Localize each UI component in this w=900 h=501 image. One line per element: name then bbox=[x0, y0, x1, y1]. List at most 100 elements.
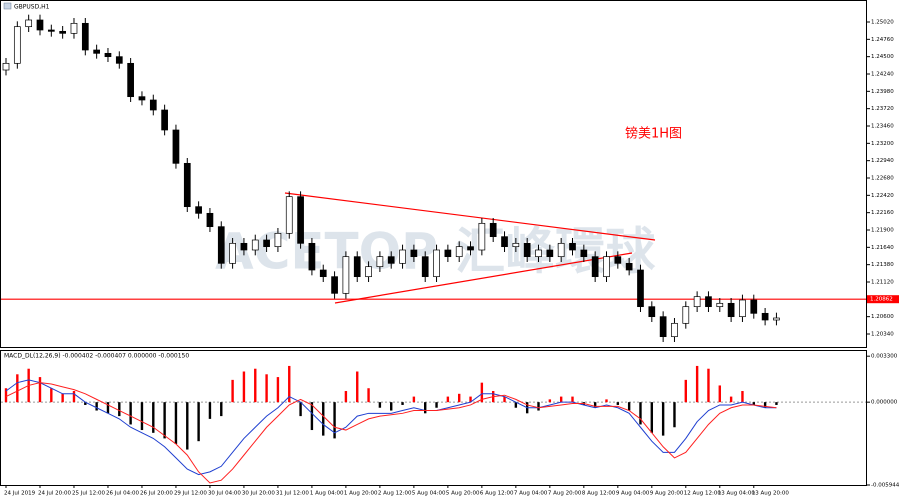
candle-body bbox=[433, 249, 440, 278]
candle-body bbox=[93, 49, 100, 54]
candle-body bbox=[455, 246, 463, 258]
histogram-bar bbox=[152, 402, 155, 433]
histogram-bar bbox=[503, 396, 506, 403]
histogram-bar bbox=[401, 402, 404, 405]
x-tick-label: 30 Jul 04:00 bbox=[208, 491, 241, 497]
candle-body bbox=[580, 249, 588, 258]
y-tick-label: 1.22420 bbox=[871, 193, 894, 199]
histogram-bar bbox=[480, 382, 484, 403]
histogram-bar bbox=[61, 393, 64, 403]
candle-body bbox=[705, 296, 712, 308]
candle-body bbox=[229, 242, 236, 264]
candle-body bbox=[59, 30, 67, 34]
candle-body bbox=[149, 99, 157, 111]
symbol-icon bbox=[3, 2, 12, 10]
histogram-bar bbox=[571, 396, 574, 403]
y-tick-label: 1.23980 bbox=[871, 89, 894, 95]
candle-body bbox=[693, 296, 701, 308]
candle-body bbox=[557, 242, 565, 258]
histogram-bar bbox=[435, 402, 438, 408]
y-tick-label: 1.24500 bbox=[871, 54, 894, 60]
candle-body bbox=[467, 246, 474, 251]
x-tick-label: 31 Jul 12:00 bbox=[276, 491, 309, 497]
candle-body bbox=[659, 316, 667, 338]
candle-body bbox=[603, 256, 610, 278]
y-tick-label: 0.000000 bbox=[871, 400, 898, 406]
y-tick-label: 1.24760 bbox=[871, 37, 894, 43]
indicator-line bbox=[5, 379, 777, 476]
histogram-bar bbox=[616, 402, 620, 405]
histogram-bar bbox=[288, 365, 291, 403]
y-tick-label: 1.22680 bbox=[871, 176, 894, 182]
candle-body bbox=[263, 239, 270, 248]
histogram-bar bbox=[390, 402, 393, 411]
histogram-bar bbox=[514, 402, 518, 408]
histogram-bar bbox=[752, 402, 755, 405]
candle-body bbox=[387, 256, 395, 264]
y-tick-label: 1.22940 bbox=[871, 158, 894, 164]
histogram-bar bbox=[129, 402, 132, 425]
histogram-bar bbox=[95, 402, 98, 411]
candle-body bbox=[625, 262, 633, 271]
candle-body bbox=[512, 242, 520, 248]
candle-body bbox=[138, 96, 146, 101]
x-tick-label: 5 Aug 04:00 bbox=[412, 491, 446, 497]
histogram-bar bbox=[333, 402, 336, 439]
candle-body bbox=[365, 266, 372, 278]
x-tick-label: 26 Jul 04:00 bbox=[106, 491, 139, 497]
histogram-bar bbox=[242, 371, 246, 403]
histogram-bar bbox=[639, 402, 642, 425]
chart-title: GBPUSD,H1 bbox=[14, 4, 50, 11]
x-tick-label: 1 Aug 20:00 bbox=[344, 491, 378, 497]
candle-body bbox=[353, 256, 361, 278]
histogram-bar bbox=[265, 374, 268, 403]
candle-body bbox=[773, 317, 780, 321]
histogram-bar bbox=[163, 402, 166, 439]
x-tick-label: 24 Jul 2019 bbox=[4, 491, 36, 497]
histogram-bar bbox=[140, 402, 144, 431]
histogram-bar bbox=[446, 396, 450, 403]
candle-body bbox=[104, 52, 112, 58]
candle-body bbox=[251, 239, 259, 251]
level-label: 1.20862 bbox=[870, 297, 893, 303]
candle-body bbox=[308, 242, 316, 271]
indicator-line bbox=[5, 382, 777, 484]
histogram-bar bbox=[718, 385, 721, 403]
histogram-bar bbox=[186, 402, 189, 450]
histogram-bar bbox=[254, 368, 257, 403]
y-tick-label: -0.005944 bbox=[871, 483, 900, 489]
candle-body bbox=[342, 256, 350, 294]
histogram-bar bbox=[537, 402, 540, 411]
x-tick-label: 12 Aug 12:00 bbox=[684, 491, 722, 497]
candle-body bbox=[240, 242, 248, 251]
candle-body bbox=[716, 302, 724, 308]
candle-body bbox=[47, 29, 55, 32]
x-tick-label: 2 Aug 12:00 bbox=[378, 491, 412, 497]
y-tick-label: 1.22160 bbox=[871, 210, 894, 216]
y-tick-label: 1.24240 bbox=[871, 72, 894, 78]
histogram-bar bbox=[650, 402, 654, 433]
price-panel: ACETOP 汇峰環球 GBPUSD,H1 镑美1H图 1.250201.247… bbox=[1, 2, 899, 342]
candle-body bbox=[183, 162, 191, 208]
y-tick-label: 1.21380 bbox=[871, 262, 894, 268]
x-tick-label: 25 Jul 12:00 bbox=[72, 491, 105, 497]
histogram-bar bbox=[310, 402, 314, 431]
histogram-bar bbox=[458, 393, 461, 403]
x-tick-label: 8 Aug 12:00 bbox=[582, 491, 616, 497]
candle-body bbox=[535, 249, 542, 258]
histogram-bar bbox=[673, 402, 676, 428]
x-tick-label: 13 Aug 04:00 bbox=[718, 491, 756, 497]
histogram-bar bbox=[412, 396, 416, 403]
histogram-bar bbox=[356, 371, 359, 403]
histogram-bar bbox=[775, 402, 778, 405]
histogram-bar bbox=[424, 402, 427, 414]
candle-body bbox=[2, 62, 10, 71]
candle-body bbox=[274, 232, 282, 248]
y-tick-label: 1.23720 bbox=[871, 106, 894, 112]
x-tick-label: 9 Aug 04:00 bbox=[616, 491, 650, 497]
x-tick-label: 24 Jul 20:00 bbox=[38, 491, 71, 497]
candle-body bbox=[161, 109, 168, 131]
histogram-bar bbox=[16, 374, 19, 403]
histogram-bar bbox=[729, 396, 733, 403]
